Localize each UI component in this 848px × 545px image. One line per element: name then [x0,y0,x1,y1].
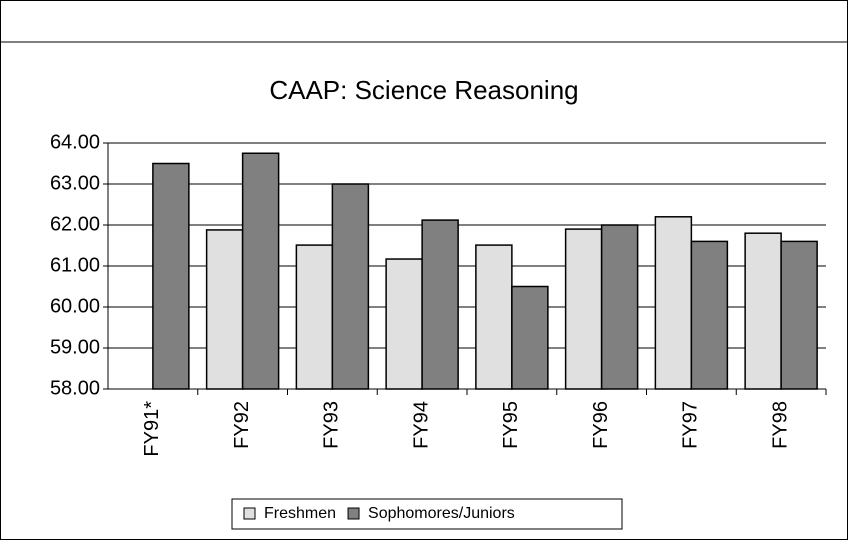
y-tick-label: 63.00 [50,172,100,194]
legend-label: Sophomores/Juniors [368,505,515,522]
legend [231,498,623,530]
y-tick-label: 61.00 [50,254,100,276]
bar [690,240,729,390]
x-tick-label: FY91* [141,401,163,457]
bar [744,232,782,390]
bar [205,229,244,390]
bar [331,183,370,390]
bar [421,219,459,390]
bar [600,224,639,390]
y-tick-label: 58.00 [50,377,100,399]
chart-title: CAAP: Science Reasoning [269,75,578,105]
x-tick-label: FY96 [590,401,612,449]
bar [475,244,513,390]
x-tick-label: FY95 [500,401,522,449]
bar [385,258,423,390]
y-tick-label: 59.00 [50,336,100,358]
legend-swatch [347,507,360,520]
bar [564,228,603,390]
x-tick-label: FY93 [321,401,343,449]
y-tick-label: 62.00 [50,213,100,235]
bar [295,244,334,390]
bar [780,240,818,390]
bar [152,162,190,390]
legend-label: Freshmen [264,505,336,522]
bar [654,216,693,390]
x-tick-label: FY98 [769,401,791,449]
y-tick-label: 60.00 [50,295,100,317]
x-tick-label: FY97 [680,401,702,449]
bar [241,152,280,390]
y-tick-label: 64.00 [50,131,100,153]
bar [511,285,549,390]
x-tick-label: FY92 [231,401,253,449]
legend-swatch [243,507,256,520]
x-tick-label: FY94 [410,401,432,449]
